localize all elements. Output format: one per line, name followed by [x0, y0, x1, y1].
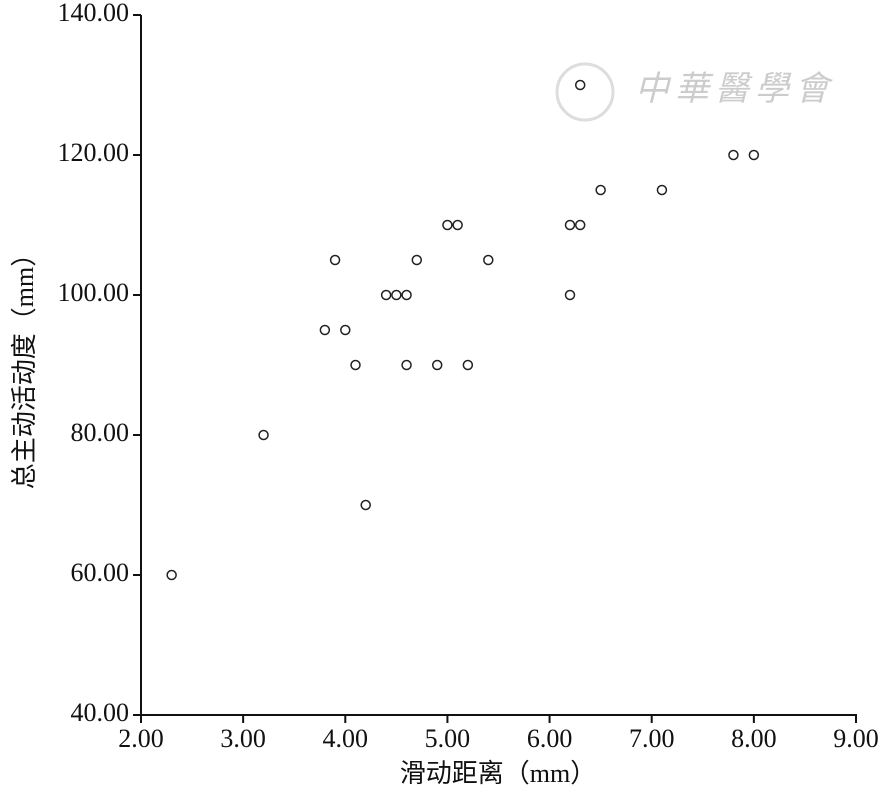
point	[728, 149, 739, 161]
point	[462, 359, 474, 371]
point	[748, 149, 760, 161]
point	[564, 289, 576, 301]
point	[350, 359, 361, 371]
point	[452, 219, 463, 231]
point	[258, 429, 269, 441]
point	[656, 184, 668, 196]
point	[595, 184, 606, 196]
x-tick-label: 2.00	[118, 724, 164, 753]
y-tick-label: 60.00	[71, 558, 130, 587]
point	[340, 324, 351, 336]
point	[483, 254, 494, 266]
point	[564, 219, 576, 231]
point	[329, 254, 341, 266]
point	[574, 79, 586, 91]
x-tick-label: 4.00	[323, 724, 369, 753]
point	[401, 359, 412, 371]
x-axis-label: 滑动距离（mm）	[400, 759, 596, 788]
point	[360, 499, 371, 511]
y-axis-label: 总主动活动度（mm）	[10, 241, 39, 489]
y-tick-label: 100.00	[58, 278, 130, 307]
y-tick-label: 140.00	[58, 0, 130, 27]
point	[391, 289, 402, 301]
watermark-logo	[555, 62, 615, 122]
x-tick-label: 3.00	[220, 724, 266, 753]
point	[411, 254, 423, 266]
x-tick-label: 9.00	[833, 724, 879, 753]
point	[401, 289, 412, 301]
x-tick-label: 8.00	[731, 724, 777, 753]
y-tick-label: 40.00	[71, 698, 130, 727]
point	[442, 219, 453, 231]
point	[166, 569, 177, 581]
point	[431, 359, 443, 371]
point	[574, 219, 586, 231]
y-tick-label: 80.00	[71, 418, 130, 447]
x-tick-label: 6.00	[527, 724, 573, 753]
watermark: 中華醫學會	[635, 71, 835, 108]
y-tick-label: 120.00	[58, 138, 130, 167]
x-tick-label: 5.00	[425, 724, 471, 753]
point	[319, 324, 331, 336]
x-tick-label: 7.00	[629, 724, 675, 753]
point	[380, 289, 392, 301]
